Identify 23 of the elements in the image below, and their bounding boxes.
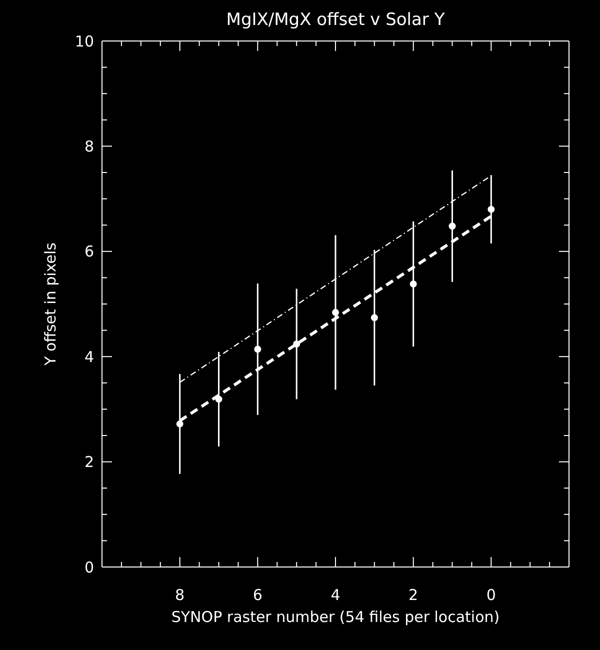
y-axis-title: Y offset in pixels bbox=[41, 242, 60, 366]
y-tick-label: 2 bbox=[84, 453, 94, 472]
chart-title: MgIX/MgX offset v Solar Y bbox=[225, 10, 446, 30]
y-tick-label: 0 bbox=[84, 558, 94, 576]
y-tick-label: 10 bbox=[74, 32, 94, 50]
point bbox=[254, 346, 262, 353]
y-tick-label: 6 bbox=[84, 242, 94, 261]
point bbox=[488, 206, 495, 213]
point bbox=[293, 340, 300, 348]
point bbox=[215, 396, 222, 403]
y-tick-label: 4 bbox=[84, 348, 94, 366]
point bbox=[176, 420, 184, 428]
point bbox=[448, 222, 456, 230]
x-tick-label: 6 bbox=[252, 586, 262, 604]
x-tick-label: 4 bbox=[330, 586, 340, 604]
y-tick-label: 8 bbox=[84, 137, 94, 156]
x-axis-title: SYNOP raster number (54 files per location) bbox=[170, 608, 501, 626]
point bbox=[410, 280, 417, 288]
point bbox=[332, 308, 339, 316]
x-tick-label: 0 bbox=[486, 586, 496, 604]
x-tick-label: 2 bbox=[408, 586, 418, 604]
x-tick-label: 8 bbox=[175, 586, 185, 604]
point bbox=[370, 314, 378, 322]
